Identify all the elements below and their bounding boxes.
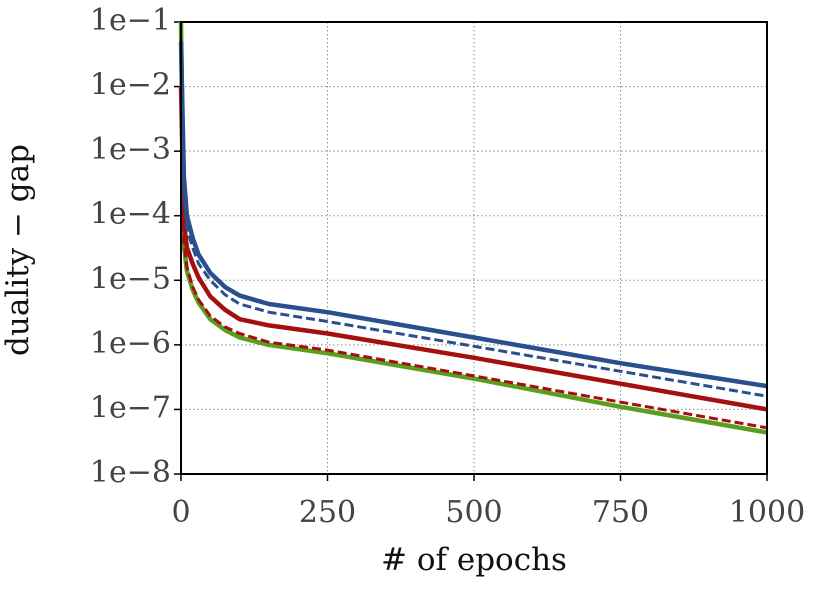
- x-tick-label: 250: [299, 495, 356, 530]
- y-tick-label: 1e−6: [90, 326, 171, 361]
- x-tick-label: 1000: [729, 495, 805, 530]
- x-tick-label: 0: [171, 495, 190, 530]
- x-tick-label: 500: [445, 495, 502, 530]
- x-tick-label: 750: [592, 495, 649, 530]
- series-line: [179, 53, 768, 398]
- y-tick-label: 1e−8: [90, 455, 171, 490]
- y-tick-label: 1e−3: [90, 132, 171, 167]
- series-line: [179, 118, 768, 430]
- y-tick-label: 1e−4: [90, 197, 171, 232]
- series-line: [178, 41, 768, 389]
- y-tick-label: 1e−2: [90, 68, 171, 103]
- series-line: [178, 86, 768, 412]
- plot-frame: [180, 21, 768, 475]
- x-axis-label: # of epochs: [381, 542, 567, 578]
- y-tick-label: 1e−1: [90, 3, 171, 38]
- y-axis-label: duality − gap: [0, 144, 36, 356]
- y-tick-label: 1e−5: [90, 261, 171, 296]
- y-tick-label: 1e−7: [90, 390, 171, 425]
- series-line: [178, 21, 768, 435]
